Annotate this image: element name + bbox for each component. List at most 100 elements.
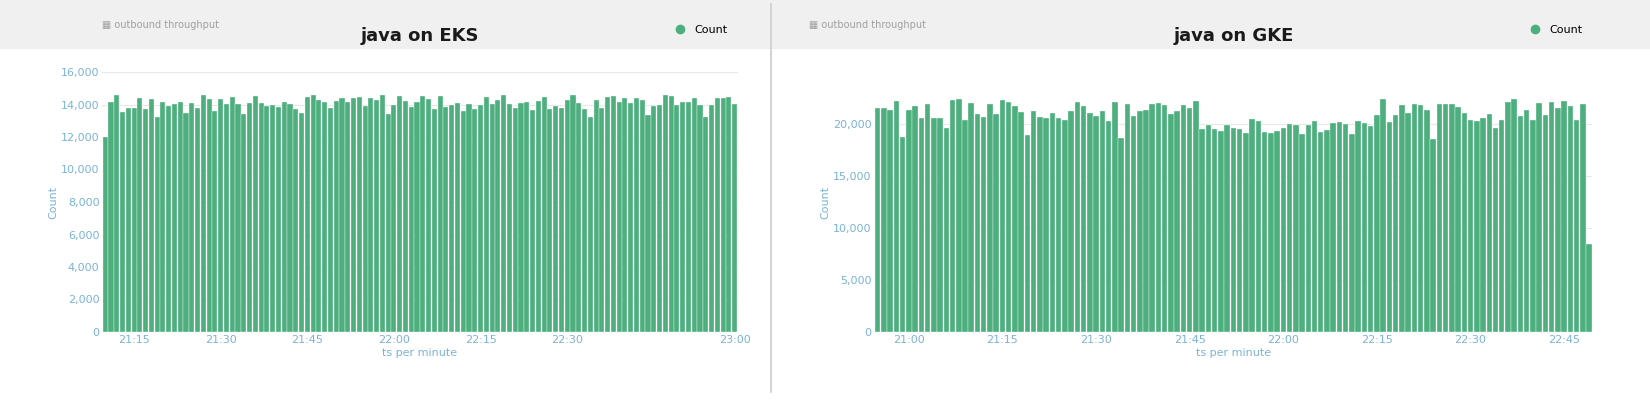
Bar: [993, 114, 998, 332]
Bar: [698, 105, 703, 332]
Title: java on GKE: java on GKE: [1173, 28, 1294, 46]
Bar: [944, 128, 949, 332]
Bar: [617, 102, 622, 332]
Bar: [287, 104, 292, 332]
Bar: [391, 106, 396, 332]
Bar: [1543, 115, 1548, 332]
Bar: [1294, 125, 1299, 332]
Bar: [1449, 104, 1455, 332]
Bar: [548, 109, 553, 332]
Bar: [1437, 104, 1442, 332]
Bar: [125, 108, 130, 332]
Bar: [1242, 133, 1249, 332]
Bar: [449, 105, 454, 332]
Bar: [351, 98, 356, 332]
Bar: [610, 96, 615, 332]
Bar: [1325, 130, 1330, 332]
Bar: [144, 109, 148, 332]
Bar: [1586, 244, 1592, 332]
X-axis label: ts per minute: ts per minute: [383, 348, 457, 358]
Bar: [1112, 102, 1117, 332]
Bar: [899, 138, 906, 332]
Bar: [686, 102, 691, 332]
Bar: [109, 102, 114, 332]
Bar: [1081, 106, 1086, 332]
Bar: [1468, 120, 1473, 332]
Bar: [599, 108, 604, 332]
Bar: [881, 108, 886, 332]
Bar: [1549, 102, 1554, 332]
Bar: [553, 106, 558, 332]
Bar: [380, 95, 384, 332]
Bar: [703, 117, 708, 332]
Bar: [1011, 106, 1018, 332]
Bar: [1518, 116, 1523, 332]
X-axis label: ts per minute: ts per minute: [1196, 348, 1270, 358]
Bar: [375, 100, 380, 332]
Y-axis label: Count: Count: [820, 186, 830, 218]
Bar: [1355, 121, 1361, 332]
Bar: [1330, 123, 1336, 332]
Bar: [1287, 124, 1292, 332]
Bar: [691, 98, 696, 332]
Bar: [241, 114, 246, 332]
Bar: [1049, 113, 1054, 332]
Bar: [518, 104, 523, 332]
Bar: [657, 105, 662, 332]
Bar: [571, 95, 576, 332]
Bar: [1386, 122, 1393, 332]
Bar: [975, 114, 980, 332]
Bar: [432, 109, 437, 332]
Bar: [1074, 102, 1081, 332]
Legend: Count: Count: [1520, 20, 1587, 39]
Bar: [1211, 129, 1218, 332]
Bar: [467, 104, 472, 332]
Bar: [333, 101, 338, 332]
Bar: [1068, 111, 1074, 332]
Bar: [1143, 110, 1148, 332]
Bar: [1498, 120, 1505, 332]
Bar: [1568, 106, 1572, 332]
Bar: [1018, 112, 1025, 332]
Y-axis label: Count: Count: [48, 186, 58, 218]
Bar: [629, 103, 634, 332]
Bar: [282, 102, 287, 332]
Bar: [587, 117, 592, 332]
Bar: [513, 108, 518, 332]
Bar: [1130, 116, 1137, 332]
Bar: [495, 100, 500, 332]
Bar: [1186, 108, 1193, 332]
Bar: [167, 106, 172, 332]
Bar: [1119, 138, 1124, 332]
Bar: [987, 104, 993, 332]
Bar: [582, 109, 587, 332]
Bar: [726, 97, 731, 332]
Bar: [1381, 100, 1386, 332]
Bar: [955, 99, 962, 332]
Bar: [398, 96, 403, 332]
Bar: [1038, 117, 1043, 332]
Bar: [1056, 118, 1061, 332]
Bar: [1350, 134, 1355, 332]
Bar: [1393, 115, 1399, 332]
Bar: [1262, 132, 1267, 332]
Bar: [455, 103, 460, 332]
Bar: [962, 120, 969, 332]
Bar: [640, 100, 645, 332]
Bar: [1417, 105, 1424, 332]
Bar: [403, 101, 408, 332]
Bar: [224, 104, 229, 332]
Text: ▦ outbound throughput: ▦ outbound throughput: [102, 20, 219, 30]
Bar: [421, 96, 426, 332]
Bar: [305, 97, 310, 332]
Bar: [1031, 111, 1036, 332]
Bar: [229, 97, 234, 332]
Bar: [714, 98, 719, 332]
Bar: [668, 96, 673, 332]
Bar: [271, 105, 276, 332]
Bar: [183, 113, 188, 332]
Bar: [1249, 120, 1256, 332]
Bar: [483, 97, 488, 332]
Bar: [1318, 132, 1323, 332]
Bar: [1150, 104, 1155, 332]
